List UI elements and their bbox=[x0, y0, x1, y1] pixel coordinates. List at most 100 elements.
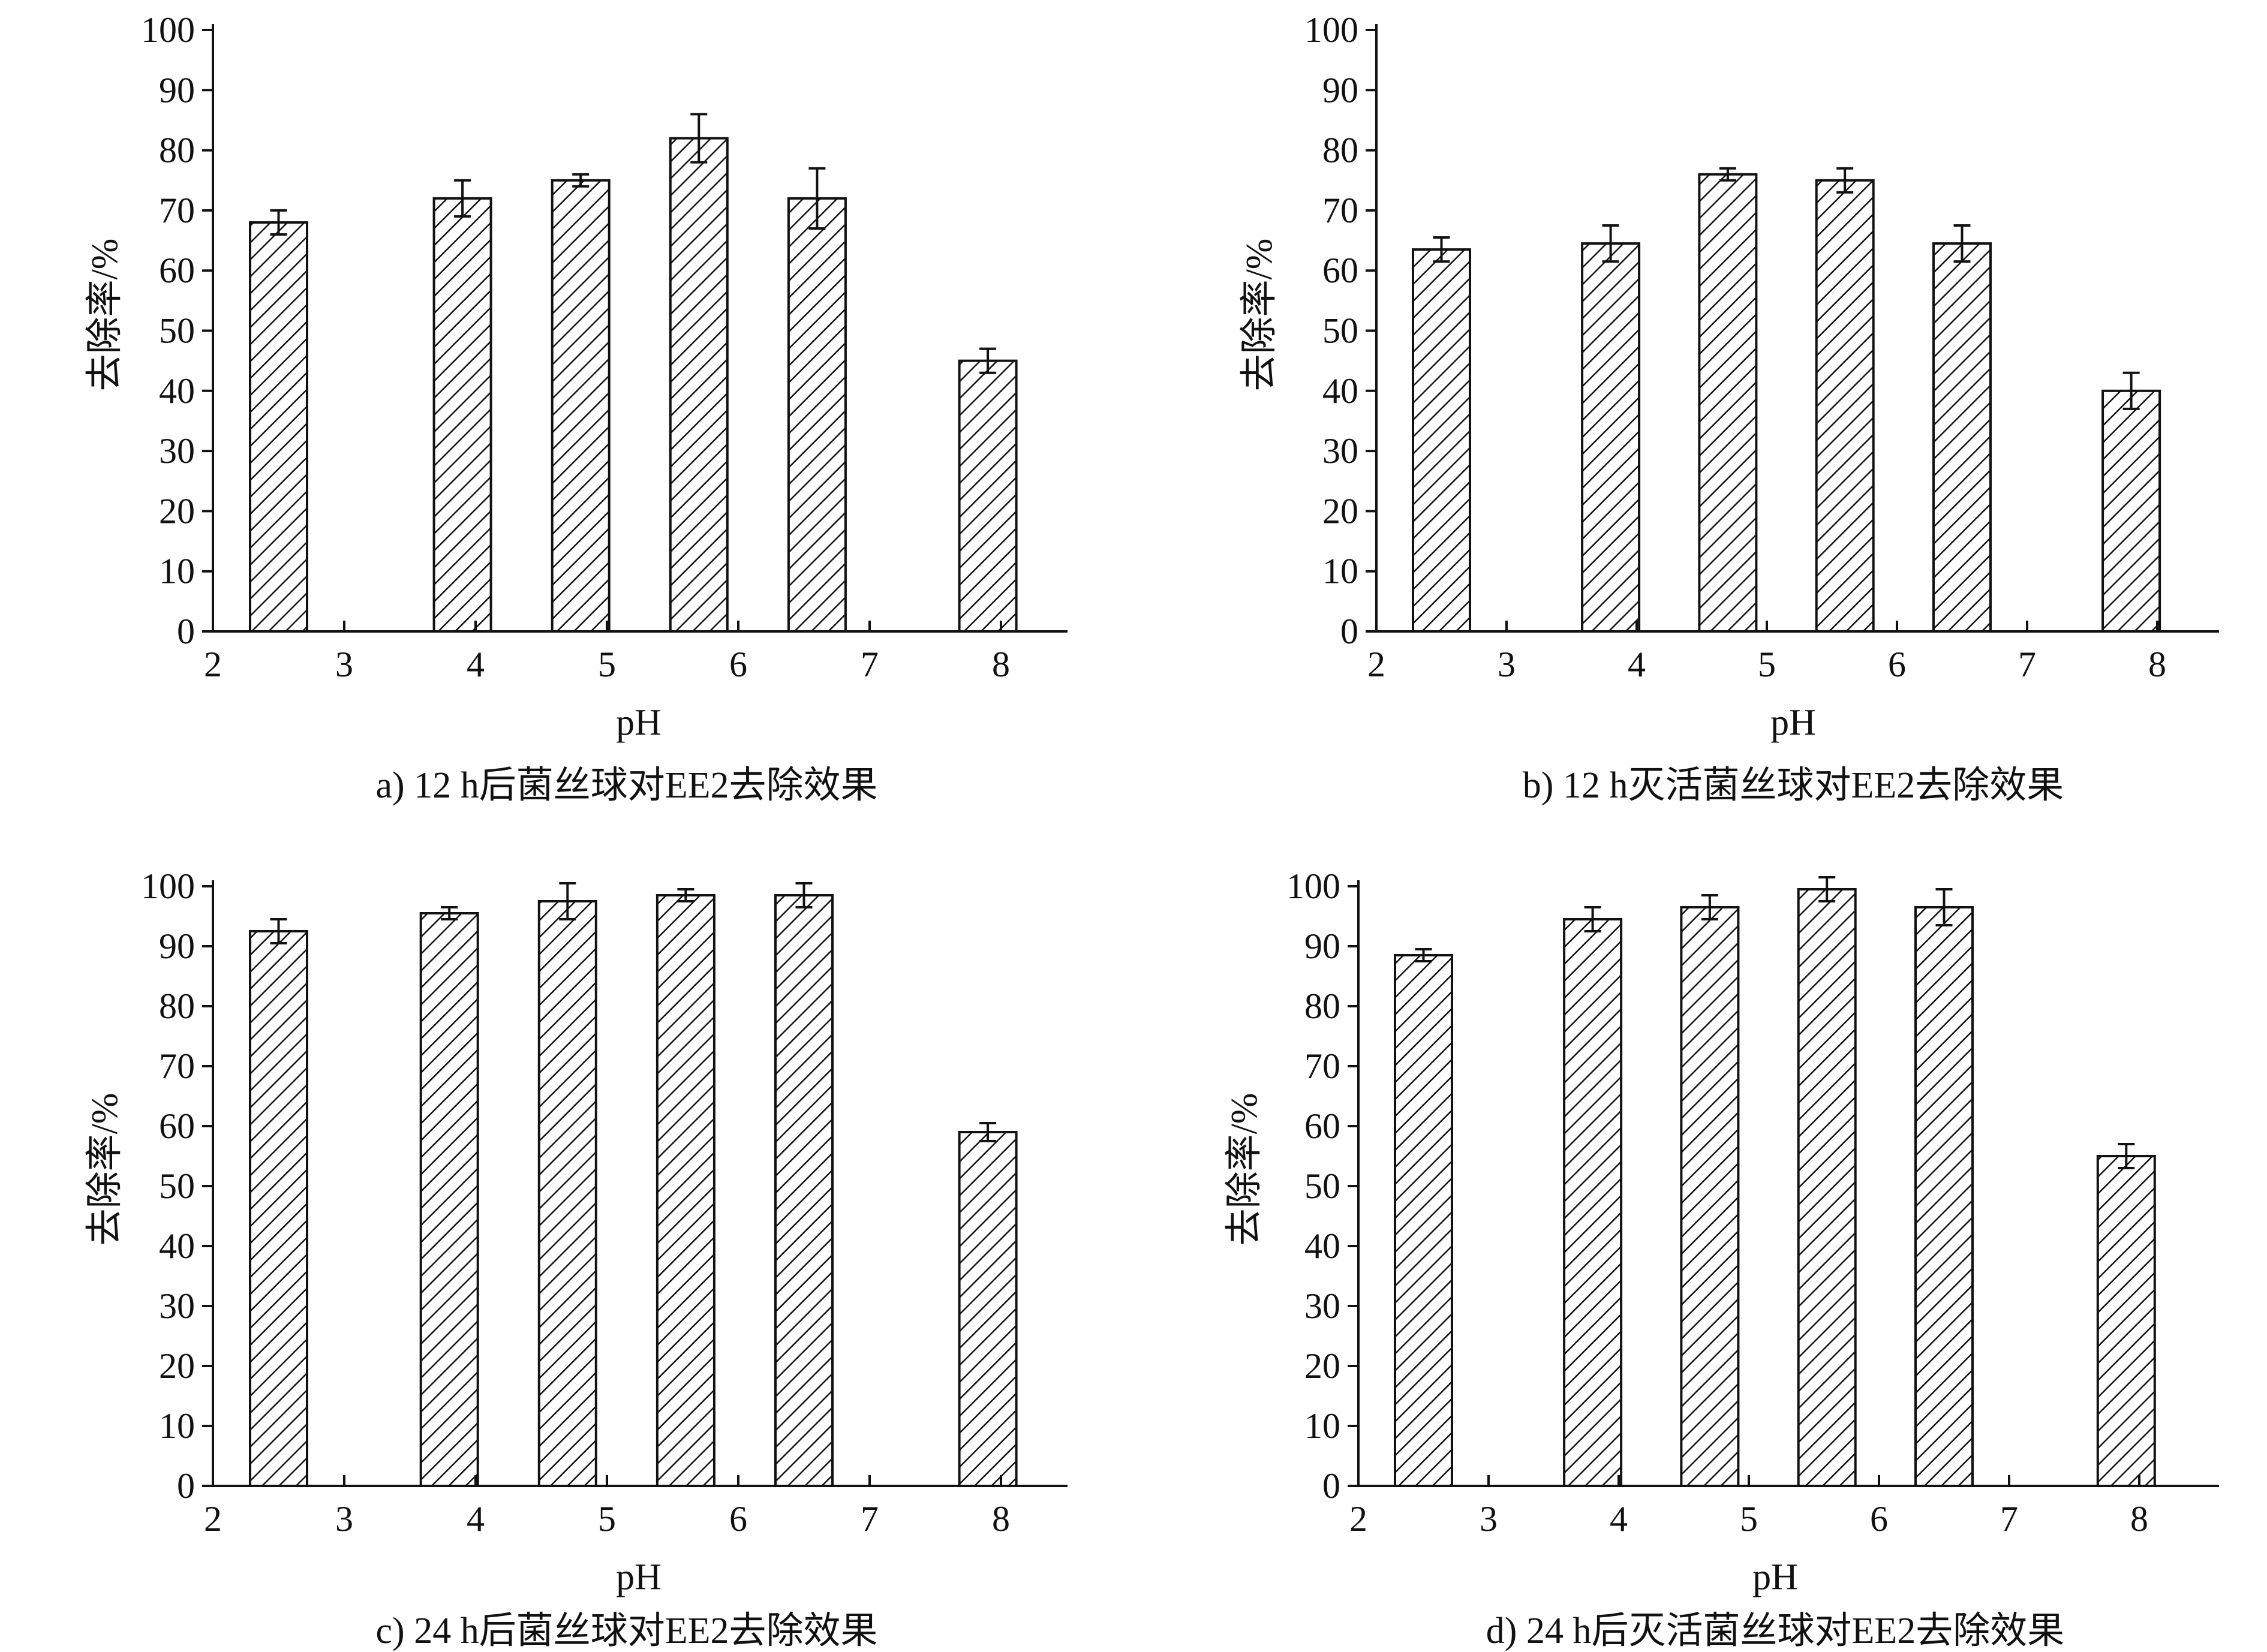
x-tick-label-a: 2 bbox=[204, 645, 222, 684]
y-tick-label-a: 100 bbox=[141, 10, 195, 50]
y-tick-label-b: 90 bbox=[1322, 70, 1358, 110]
error-bar-c-2 bbox=[441, 906, 458, 920]
bar-b-2 bbox=[1581, 242, 1641, 633]
x-tick-label-b: 2 bbox=[1367, 645, 1385, 684]
y-tick-label-a: 70 bbox=[159, 191, 195, 230]
y-tick-label-b: 10 bbox=[1322, 552, 1358, 591]
error-bar-b-2 bbox=[1602, 224, 1619, 263]
y-tick-label-a: 90 bbox=[159, 70, 195, 110]
x-tick-label-d: 6 bbox=[1870, 1499, 1888, 1539]
y-tick-label-d: 90 bbox=[1304, 926, 1340, 966]
y-tick-label-b: 30 bbox=[1322, 431, 1358, 471]
error-bar-c-1 bbox=[270, 918, 287, 944]
y-tick-label-d: 20 bbox=[1304, 1346, 1340, 1386]
error-bar-b-3 bbox=[1719, 167, 1736, 182]
error-bar-a-5 bbox=[808, 167, 826, 230]
y-tick-label-a: 30 bbox=[159, 431, 195, 471]
x-tick-label-b: 7 bbox=[2018, 645, 2036, 684]
y-tick-label-a: 10 bbox=[159, 552, 195, 591]
bar-c-4 bbox=[656, 894, 715, 1487]
x-tick-label-a: 3 bbox=[335, 645, 353, 684]
error-bar-d-4 bbox=[1818, 876, 1836, 902]
y-tick-label-d: 40 bbox=[1304, 1226, 1340, 1266]
error-bar-a-3 bbox=[572, 173, 590, 188]
x-tick-label-d: 7 bbox=[2000, 1499, 2018, 1539]
y-tick-label-b: 70 bbox=[1322, 191, 1358, 230]
x-tick-label-b: 3 bbox=[1498, 645, 1516, 684]
error-bar-b-1 bbox=[1433, 236, 1450, 263]
x-axis-title-a: pH bbox=[616, 702, 662, 743]
bar-d-4 bbox=[1797, 888, 1857, 1487]
y-axis-title-d: 去除率/% bbox=[1224, 1093, 1265, 1246]
y-tick-label-b: 0 bbox=[1340, 612, 1358, 651]
y-tick-label-d: 0 bbox=[1322, 1466, 1340, 1506]
x-tick-label-a: 8 bbox=[992, 645, 1010, 684]
error-bar-c-3 bbox=[559, 882, 576, 920]
y-axis-title-b: 去除率/% bbox=[1239, 239, 1280, 392]
x-tick-label-d: 2 bbox=[1349, 1499, 1367, 1539]
bar-a-5 bbox=[787, 197, 847, 633]
bar-c-1 bbox=[249, 930, 308, 1487]
y-tick-label-c: 60 bbox=[159, 1106, 195, 1146]
y-axis-title-a: 去除率/% bbox=[85, 239, 125, 392]
x-tick-label-b: 4 bbox=[1628, 645, 1646, 684]
bar-a-2 bbox=[432, 197, 492, 633]
y-tick-label-b: 50 bbox=[1322, 311, 1358, 351]
x-tick-label-c: 4 bbox=[467, 1499, 485, 1539]
error-bar-b-5 bbox=[1953, 224, 1971, 263]
y-tick-label-b: 80 bbox=[1322, 131, 1358, 170]
y-tick-label-a: 0 bbox=[177, 612, 195, 651]
y-tick-label-b: 20 bbox=[1322, 491, 1358, 531]
y-tick-label-c: 40 bbox=[159, 1226, 195, 1266]
bar-b-4 bbox=[1815, 179, 1875, 633]
y-tick-label-c: 50 bbox=[159, 1166, 195, 1206]
y-tick-label-b: 40 bbox=[1322, 371, 1358, 411]
bar-a-1 bbox=[249, 221, 308, 633]
y-tick-label-c: 70 bbox=[159, 1046, 195, 1086]
x-axis-title-c: pH bbox=[616, 1557, 662, 1597]
y-axis-title-c: 去除率/% bbox=[85, 1093, 125, 1246]
x-axis-title-b: pH bbox=[1770, 702, 1816, 743]
error-bar-d-2 bbox=[1584, 906, 1601, 932]
y-tick-label-a: 60 bbox=[159, 251, 195, 290]
x-tick-label-c: 3 bbox=[335, 1499, 353, 1539]
y-tick-label-c: 20 bbox=[159, 1346, 195, 1386]
bar-d-2 bbox=[1563, 918, 1623, 1487]
y-tick-label-a: 20 bbox=[159, 491, 195, 531]
x-tick-label-a: 4 bbox=[467, 645, 485, 684]
bar-b-6 bbox=[2101, 389, 2161, 633]
x-tick-label-b: 5 bbox=[1758, 645, 1776, 684]
bar-b-5 bbox=[1932, 242, 1992, 633]
caption-a: a) 12 h后菌丝球对EE2去除效果 bbox=[376, 765, 878, 806]
bar-b-3 bbox=[1698, 173, 1758, 633]
bar-a-6 bbox=[958, 359, 1018, 633]
caption-d: d) 24 h后灭活菌丝球对EE2去除效果 bbox=[1486, 1611, 2064, 1651]
y-tick-label-a: 40 bbox=[159, 371, 195, 411]
y-tick-label-d: 10 bbox=[1304, 1406, 1340, 1446]
bar-c-2 bbox=[419, 912, 479, 1487]
y-tick-label-c: 0 bbox=[177, 1466, 195, 1506]
error-bar-c-5 bbox=[795, 882, 813, 908]
y-tick-label-c: 80 bbox=[159, 986, 195, 1026]
bar-c-5 bbox=[774, 894, 834, 1487]
x-tick-label-a: 7 bbox=[861, 645, 879, 684]
caption-c: c) 24 h后菌丝球对EE2去除效果 bbox=[376, 1611, 878, 1651]
bar-a-3 bbox=[551, 179, 611, 633]
y-tick-label-d: 50 bbox=[1304, 1166, 1340, 1206]
error-bar-b-6 bbox=[2122, 371, 2140, 410]
x-tick-label-c: 6 bbox=[729, 1499, 747, 1539]
y-tick-label-c: 10 bbox=[159, 1406, 195, 1446]
error-bar-c-4 bbox=[677, 888, 694, 902]
x-tick-label-c: 7 bbox=[861, 1499, 879, 1539]
bar-d-1 bbox=[1394, 954, 1453, 1487]
x-tick-label-d: 3 bbox=[1480, 1499, 1498, 1539]
x-tick-label-b: 6 bbox=[1888, 645, 1906, 684]
y-tick-label-d: 30 bbox=[1304, 1286, 1340, 1326]
error-bar-d-5 bbox=[1935, 888, 1953, 926]
y-tick-label-c: 30 bbox=[159, 1286, 195, 1326]
y-tick-label-a: 80 bbox=[159, 131, 195, 170]
